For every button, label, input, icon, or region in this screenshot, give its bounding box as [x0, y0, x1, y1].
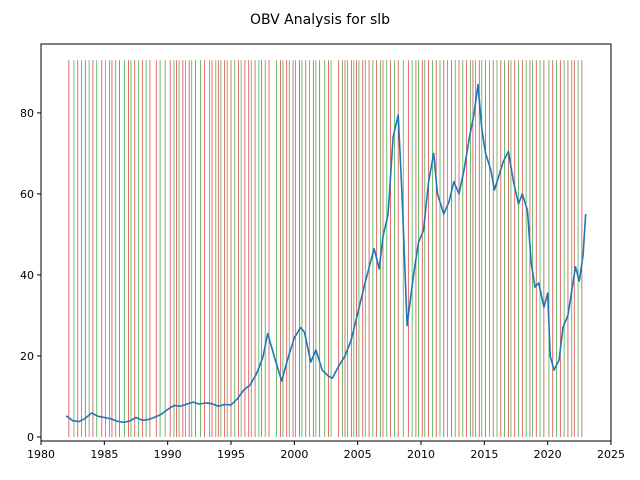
y-tick-label: 40 [20, 269, 34, 282]
price-line [65, 83, 587, 424]
x-tick-label: 2005 [344, 448, 372, 461]
y-tick-label: 80 [20, 107, 34, 120]
y-axis: 0 20 40 60 80 [20, 107, 41, 444]
x-tick-label: 2010 [407, 448, 435, 461]
x-tick-label: 2000 [280, 448, 308, 461]
y-tick-label: 20 [20, 350, 34, 363]
chart-title: OBV Analysis for slb [250, 12, 390, 28]
x-tick-label: 2020 [534, 448, 562, 461]
x-axis: 1980 1985 1990 1995 2000 2005 2010 2015 2020 2025 [27, 441, 625, 461]
x-tick-label: 2015 [470, 448, 498, 461]
x-tick-label: 1990 [154, 448, 182, 461]
x-tick-label: 2025 [597, 448, 625, 461]
x-tick-label: 1985 [90, 448, 118, 461]
y-tick-label: 60 [20, 188, 34, 201]
signal-lines [68, 60, 583, 437]
price-series [65, 83, 587, 424]
x-tick-label: 1995 [217, 448, 245, 461]
y-tick-label: 0 [27, 431, 34, 444]
x-tick-label: 1980 [27, 448, 55, 461]
plot-frame [40, 43, 612, 442]
